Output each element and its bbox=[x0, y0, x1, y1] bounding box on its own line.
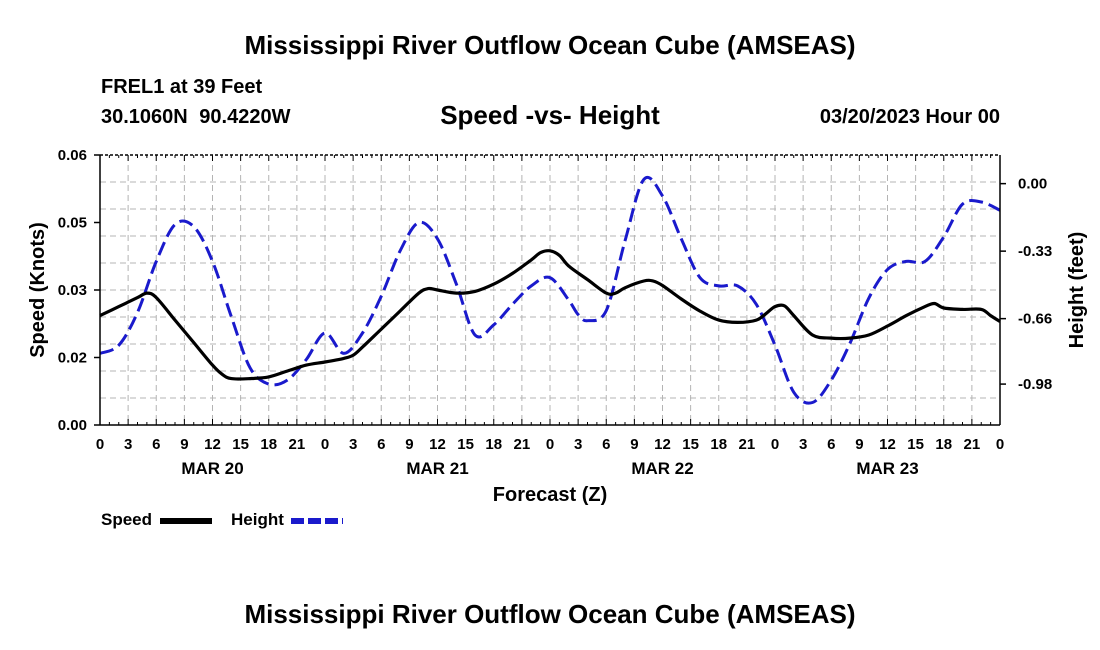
x-tick-label: 15 bbox=[232, 436, 249, 453]
coordinates-label: 30.1060N 90.4220W bbox=[101, 106, 291, 128]
main-title: Mississippi River Outflow Ocean Cube (AM… bbox=[244, 30, 856, 60]
x-tick-label: 15 bbox=[682, 436, 699, 453]
x-tick-label: 12 bbox=[204, 436, 221, 453]
x-tick-label: 9 bbox=[405, 436, 413, 453]
x-tick-label: 0 bbox=[546, 436, 554, 453]
x-tick-label: 21 bbox=[289, 436, 306, 453]
x-tick-label: 0 bbox=[96, 436, 104, 453]
y-tick-label-left: 0.03 bbox=[58, 282, 87, 299]
x-tick-label: 12 bbox=[654, 436, 671, 453]
x-tick-label: 0 bbox=[996, 436, 1004, 453]
y-tick-label-right: -0.33 bbox=[1018, 243, 1052, 260]
day-label: MAR 23 bbox=[856, 459, 918, 478]
x-tick-label: 21 bbox=[514, 436, 531, 453]
x-tick-label: 0 bbox=[321, 436, 329, 453]
x-tick-label: 9 bbox=[180, 436, 188, 453]
y-tick-label-left: 0.06 bbox=[58, 147, 87, 164]
x-tick-label: 12 bbox=[429, 436, 446, 453]
x-tick-label: 18 bbox=[935, 436, 952, 453]
y-tick-label-right: -0.98 bbox=[1018, 376, 1052, 393]
x-tick-label: 6 bbox=[152, 436, 160, 453]
x-tick-label: 15 bbox=[457, 436, 474, 453]
axes bbox=[94, 154, 1006, 426]
x-tick-label: 12 bbox=[879, 436, 896, 453]
y-tick-label-left: 0.02 bbox=[58, 350, 87, 367]
y-axis-title-right: Height (feet) bbox=[1066, 232, 1088, 349]
y-tick-label-right: 0.00 bbox=[1018, 176, 1047, 193]
height-series-line bbox=[99, 176, 1001, 405]
station-label: FREL1 at 39 Feet bbox=[101, 76, 263, 98]
x-tick-label: 3 bbox=[799, 436, 807, 453]
forecast-date: 03/20/2023 Hour 00 bbox=[819, 106, 1000, 128]
day-label: MAR 21 bbox=[406, 459, 468, 478]
y-tick-label-right: -0.66 bbox=[1018, 311, 1052, 328]
x-tick-label: 18 bbox=[260, 436, 277, 453]
x-tick-label: 21 bbox=[964, 436, 981, 453]
x-tick-label: 21 bbox=[739, 436, 756, 453]
x-tick-label: 9 bbox=[855, 436, 863, 453]
x-axis-title: Forecast (Z) bbox=[493, 484, 607, 506]
y-tick-label-left: 0.05 bbox=[58, 215, 87, 232]
x-tick-label: 18 bbox=[710, 436, 727, 453]
x-tick-label: 3 bbox=[124, 436, 132, 453]
legend-speed-label: Speed bbox=[101, 510, 153, 529]
series-layer bbox=[99, 176, 1001, 405]
footer-title: Mississippi River Outflow Ocean Cube (AM… bbox=[244, 599, 856, 629]
axis-labels: 0 3 6 9 12 15 18 21 0 3 6 9 12 15 18 21 0 3 6 9 12 15 18 21 0 3 6 9… bbox=[27, 147, 1088, 506]
x-tick-label: 6 bbox=[602, 436, 610, 453]
x-tick-label: 15 bbox=[907, 436, 924, 453]
x-tick-label: 9 bbox=[630, 436, 638, 453]
x-tick-label: 0 bbox=[771, 436, 779, 453]
grid bbox=[100, 155, 1000, 425]
x-tick-label: 6 bbox=[377, 436, 385, 453]
x-tick-label: 3 bbox=[349, 436, 357, 453]
y-axis-title-left: Speed (Knots) bbox=[27, 222, 49, 358]
speed-series-line bbox=[99, 249, 1001, 381]
day-label: MAR 22 bbox=[631, 459, 693, 478]
chart-subtitle: Speed -vs- Height bbox=[440, 100, 660, 130]
x-tick-label: 6 bbox=[827, 436, 835, 453]
x-tick-label: 3 bbox=[574, 436, 582, 453]
day-label: MAR 20 bbox=[181, 459, 243, 478]
x-tick-label: 18 bbox=[485, 436, 502, 453]
legend-height-label: Height bbox=[231, 510, 284, 529]
y-tick-label-left: 0.00 bbox=[58, 417, 87, 434]
